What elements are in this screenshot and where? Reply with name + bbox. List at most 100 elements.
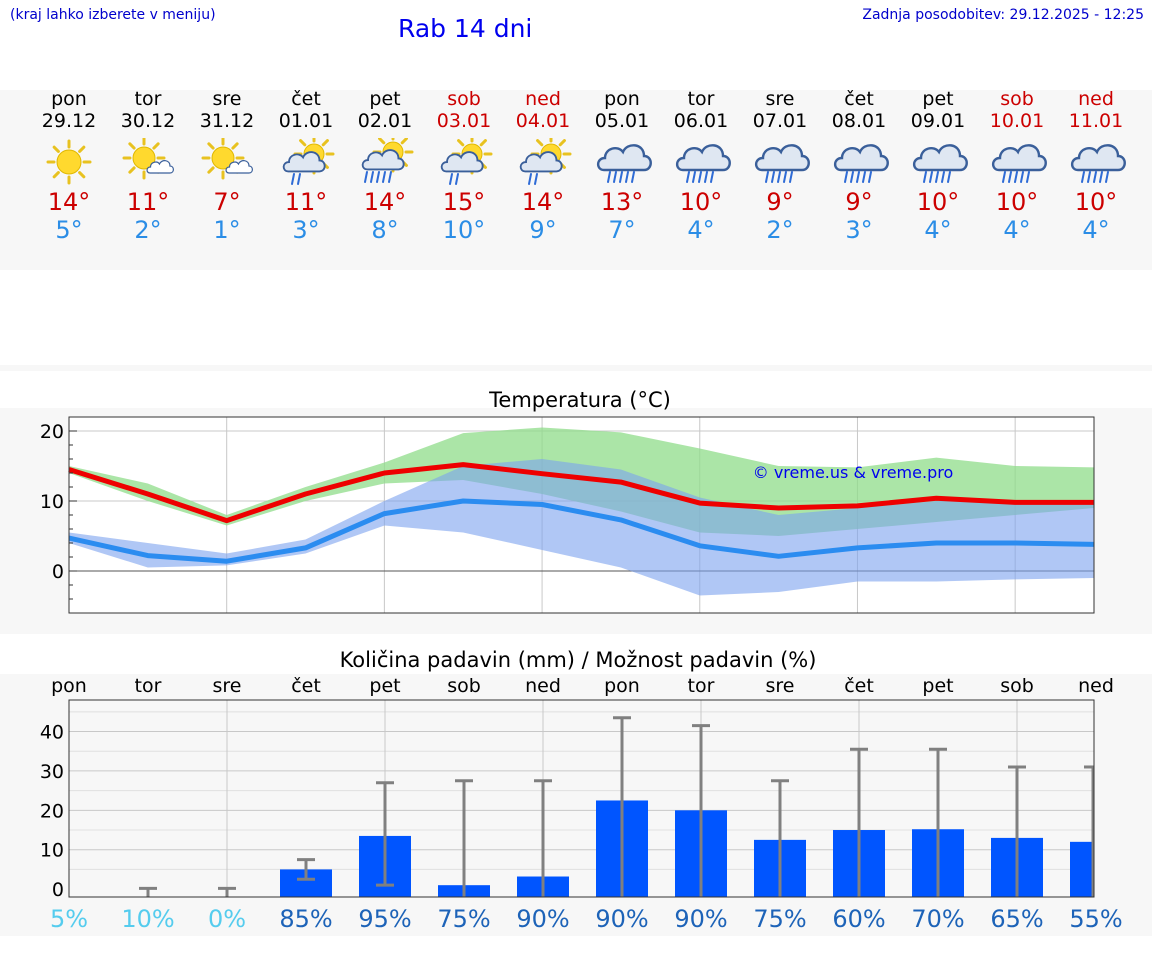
y-tick-label: 0 — [52, 879, 64, 901]
precip-probability: 5% — [50, 905, 88, 933]
precip-probability: 90% — [516, 905, 569, 933]
y-tick-label: 40 — [40, 722, 64, 744]
temp-min: 4° — [924, 216, 952, 244]
precip-probability: 75% — [753, 905, 806, 933]
temp-max: 10° — [916, 188, 960, 216]
separator-band — [0, 365, 1152, 371]
precip-day-label: sre — [766, 675, 795, 697]
precip-day-label: čet — [844, 675, 874, 697]
watermark-text: © vreme.us & vreme.pro — [753, 463, 954, 482]
rain-cloud-icon — [754, 144, 810, 183]
day-forecast: pet 09.01 10° 4° — [898, 88, 978, 244]
rain-cloud-icon — [1070, 144, 1126, 183]
location-hint[interactable]: (kraj lahko izberete v meniju) — [10, 7, 216, 23]
precipitation-chart-title: Količina padavin (mm) / Možnost padavin … — [339, 648, 817, 672]
temp-min: 2° — [766, 216, 794, 244]
precip-probability: 90% — [674, 905, 727, 933]
day-forecast: tor 30.12 11° 2° — [108, 88, 188, 244]
precip-probability: 95% — [358, 905, 411, 933]
precip-day-label: sre — [213, 675, 242, 697]
rain-cloud-icon — [675, 144, 731, 183]
precip-day-label: pon — [604, 675, 640, 697]
precip-day-label: sob — [447, 675, 481, 697]
day-name: sob — [447, 88, 481, 110]
day-name: pon — [51, 88, 87, 110]
y-tick-label: 20 — [40, 800, 64, 822]
sun-cloud-icon — [201, 138, 253, 180]
precip-probability: 65% — [990, 905, 1043, 933]
y-tick-label: 10 — [40, 840, 64, 862]
temp-max: 13° — [600, 188, 644, 216]
sun-rain-icon — [519, 138, 572, 185]
temp-max: 9° — [766, 188, 794, 216]
precip-day-label: tor — [135, 675, 162, 697]
temp-min: 4° — [1082, 216, 1110, 244]
sun-cloud-icon — [122, 138, 174, 180]
day-name: sob — [1000, 88, 1034, 110]
precip-day-label: ned — [525, 675, 561, 697]
day-name: sre — [212, 88, 242, 110]
temperature-chart-title: Temperatura (°C) — [489, 388, 671, 412]
precip-probability: 60% — [832, 905, 885, 933]
day-forecast: pet 02.01 14° 8° — [345, 88, 425, 244]
precip-day-label: pet — [922, 675, 953, 697]
sun-rain-icon — [440, 138, 493, 185]
day-name: sre — [765, 88, 795, 110]
precip-probability: 10% — [121, 905, 174, 933]
precip-day-label: pon — [51, 675, 87, 697]
y-tick-label: 20 — [40, 421, 64, 443]
day-date: 09.01 — [910, 110, 966, 132]
temperature-chart: 0 10 20 © vreme.us & vreme.pro — [40, 416, 1095, 614]
day-date: 07.01 — [752, 110, 808, 132]
day-name: pet — [369, 88, 401, 110]
temp-min: 1° — [213, 216, 241, 244]
precip-probability: 0% — [208, 905, 246, 933]
rain-cloud-icon — [596, 144, 652, 183]
temp-min: 7° — [608, 216, 636, 244]
temp-min: 2° — [134, 216, 162, 244]
day-forecast: sob 10.01 10° 4° — [977, 88, 1057, 244]
day-date: 31.12 — [199, 110, 255, 132]
forecast-band — [0, 90, 1152, 270]
precipitation-chart: pon tor sre čet pet sob ned pon tor sre čet pet sob n… — [40, 675, 1123, 933]
day-date: 10.01 — [989, 110, 1045, 132]
precip-day-label: čet — [291, 675, 321, 697]
day-forecast: tor 06.01 10° 4° — [661, 88, 741, 244]
temp-min: 5° — [55, 216, 83, 244]
temp-min: 8° — [371, 216, 399, 244]
day-name: čet — [844, 88, 874, 110]
sun-rain-icon — [282, 138, 335, 185]
day-name: pon — [604, 88, 640, 110]
y-tick-label: 0 — [52, 561, 64, 583]
temp-max: 14° — [521, 188, 565, 216]
daily-forecast: pon 29.12 14° 5° tor 30.12 11° 2° sre 31.12 7° 1° če… — [0, 88, 1152, 270]
temp-max: 14° — [47, 188, 91, 216]
day-forecast: ned 11.01 10° 4° — [1056, 88, 1136, 244]
temp-min: 4° — [1003, 216, 1031, 244]
day-date: 01.01 — [278, 110, 334, 132]
precip-probability: 90% — [595, 905, 648, 933]
temp-min: 9° — [529, 216, 557, 244]
temp-max: 10° — [679, 188, 723, 216]
last-update: Zadnja posodobitev: 29.12.2025 - 12:25 — [862, 7, 1144, 23]
temp-min: 3° — [292, 216, 320, 244]
temp-max: 11° — [284, 188, 328, 216]
sunny-icon — [46, 139, 92, 185]
day-date: 03.01 — [436, 110, 492, 132]
temp-max: 9° — [845, 188, 873, 216]
min-temp-range-band — [69, 459, 1094, 596]
day-date: 29.12 — [41, 110, 97, 132]
day-name: čet — [291, 88, 321, 110]
rain-cloud-icon — [912, 144, 968, 183]
temp-min: 4° — [687, 216, 715, 244]
day-forecast: sre 31.12 7° 1° — [187, 88, 267, 244]
day-name: ned — [525, 88, 561, 110]
precip-day-label: ned — [1078, 675, 1114, 697]
y-tick-label: 10 — [40, 491, 64, 513]
precip-probability: 55% — [1069, 905, 1122, 933]
day-date: 02.01 — [357, 110, 413, 132]
day-forecast: ned 04.01 14° 9° — [503, 88, 583, 244]
day-forecast: čet 01.01 11° 3° — [266, 88, 346, 244]
max-temp-line — [68, 462, 1094, 524]
day-date: 08.01 — [831, 110, 887, 132]
